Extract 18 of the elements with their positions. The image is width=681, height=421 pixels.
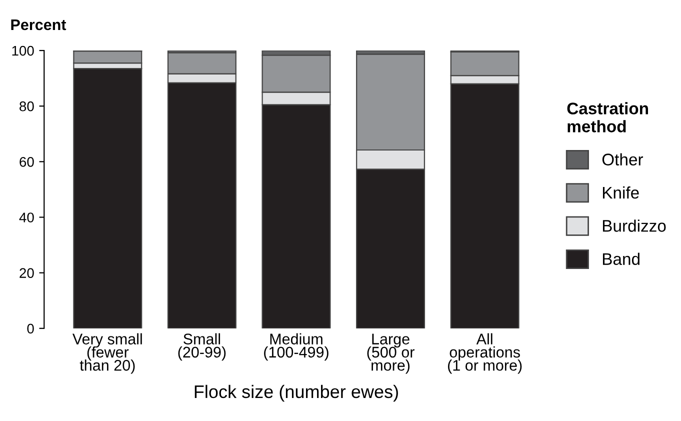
y-tick-label: 40 (19, 212, 34, 222)
y-tick-label: 100 (12, 46, 34, 56)
legend-label: Burdizzo (602, 220, 666, 232)
legend-label: Band (602, 252, 640, 265)
x-tick-label: Very small (fewer than 20) (72, 333, 142, 374)
y-axis-title: Percent (11, 20, 66, 30)
x-tick-label: All operations (1 or more) (448, 333, 522, 374)
y-tick-label: 0 (27, 324, 34, 334)
x-axis-title: Flock size (number ewes) (194, 384, 398, 402)
legend-label: Other (602, 153, 644, 166)
legend-title: Castration method (567, 102, 648, 132)
x-tick-label: Large (500 or more) (367, 334, 414, 374)
y-tick-label: 80 (20, 101, 34, 112)
y-tick-label: 60 (20, 157, 34, 167)
y-tick-label: 20 (20, 268, 34, 278)
x-tick-label: Medium (100-499) (264, 333, 328, 361)
x-tick-label: Small (20-99) (178, 333, 226, 361)
legend-label: Knife (602, 186, 639, 199)
